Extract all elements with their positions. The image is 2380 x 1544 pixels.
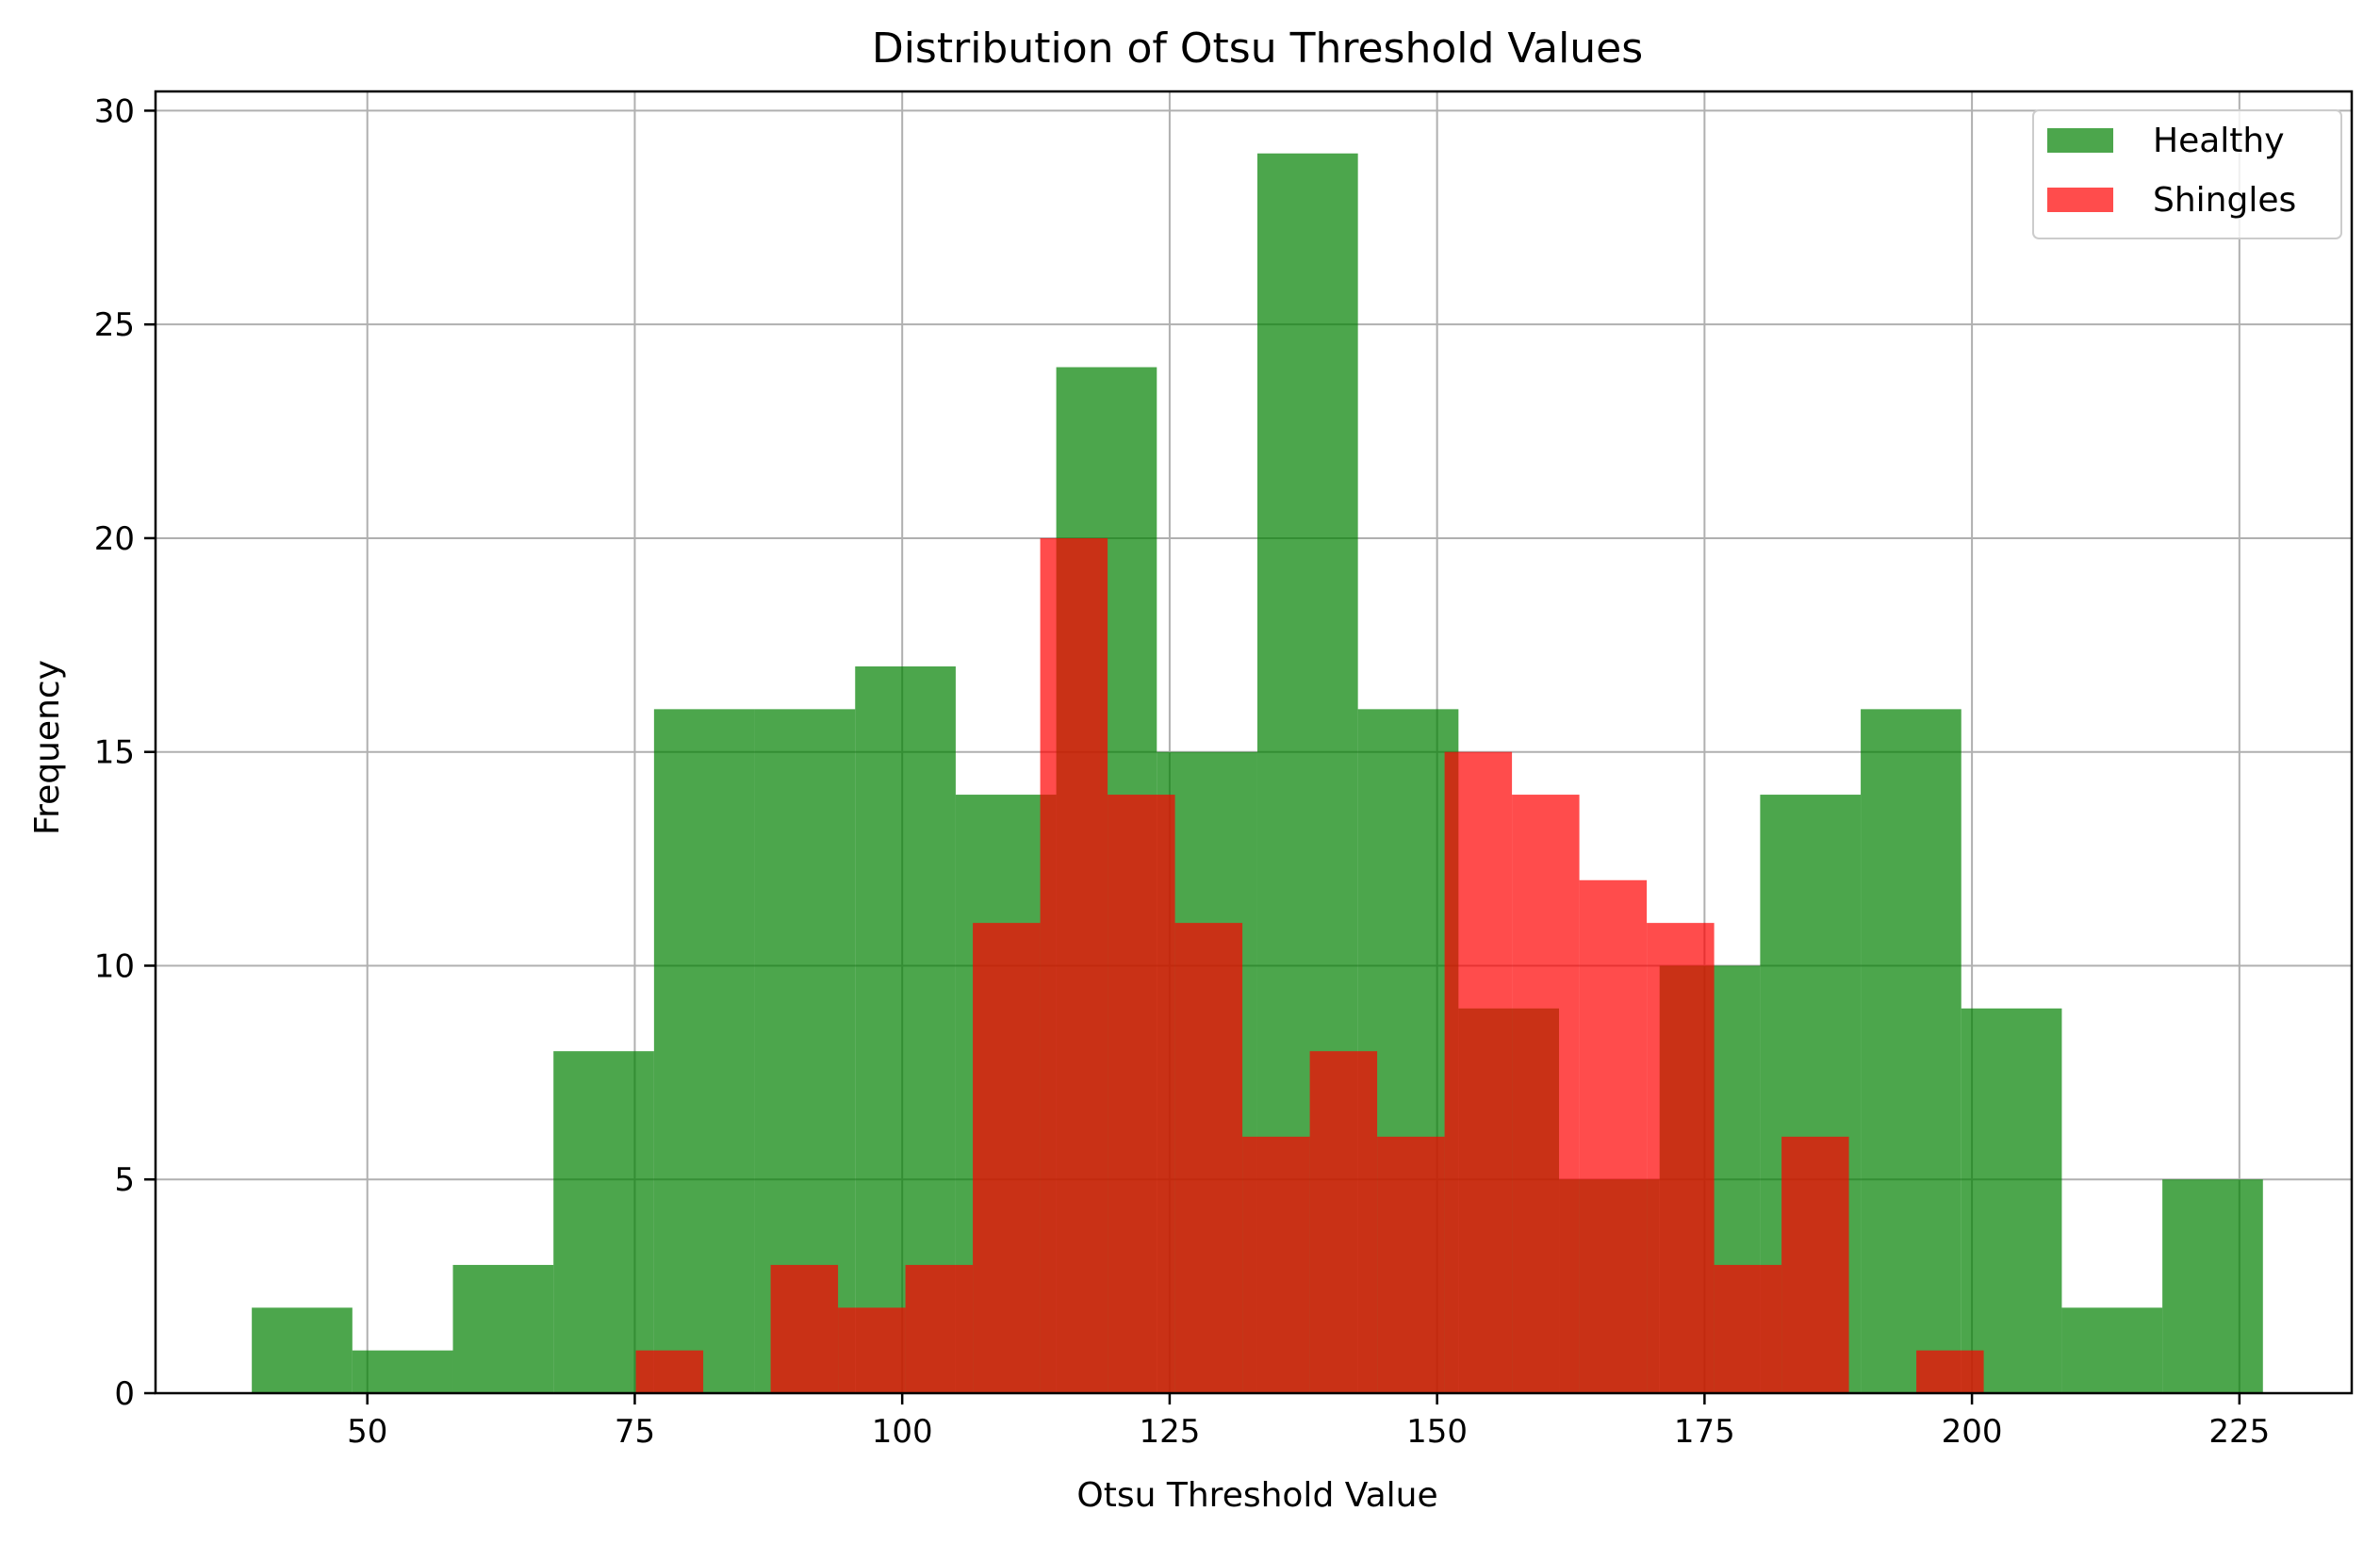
legend-swatch-healthy xyxy=(2047,128,2113,153)
x-axis-label: Otsu Threshold Value xyxy=(1076,1476,1437,1515)
bar-shingles-9 xyxy=(1242,1136,1310,1393)
legend-label-healthy: Healthy xyxy=(2153,122,2285,160)
y-axis-label: Frequency xyxy=(28,660,67,835)
x-tick-label-200: 200 xyxy=(1942,1413,2003,1451)
x-tick-label-50: 50 xyxy=(347,1413,387,1451)
bar-shingles-17 xyxy=(1781,1136,1849,1393)
bar-shingles-16 xyxy=(1714,1264,1782,1393)
bar-shingles-4 xyxy=(905,1264,974,1393)
x-tick-label-225: 225 xyxy=(2208,1413,2270,1451)
bar-shingles-13 xyxy=(1512,795,1580,1393)
x-tick-label-175: 175 xyxy=(1674,1413,1735,1451)
legend-swatch-shingles xyxy=(2047,188,2113,212)
bar-healthy-0 xyxy=(252,1307,353,1393)
bar-shingles-8 xyxy=(1174,923,1243,1393)
bar-shingles-11 xyxy=(1377,1136,1445,1393)
y-tick-label-30: 30 xyxy=(94,92,135,130)
bar-healthy-4 xyxy=(653,709,755,1393)
bar-shingles-5 xyxy=(973,923,1041,1393)
bar-healthy-17 xyxy=(1961,1008,2062,1393)
bar-healthy-19 xyxy=(2162,1179,2263,1393)
axes xyxy=(144,90,2354,1404)
x-tick-label-125: 125 xyxy=(1139,1413,1200,1451)
y-tick-label-20: 20 xyxy=(94,520,135,558)
y-tick-label-25: 25 xyxy=(94,306,135,344)
plot-frame xyxy=(154,90,2354,1395)
legend-label-shingles: Shingles xyxy=(2153,181,2296,220)
bar-shingles-2 xyxy=(770,1264,839,1393)
y-tick-label-0: 0 xyxy=(114,1375,135,1413)
bar-healthy-16 xyxy=(1861,709,1961,1393)
bar-shingles-12 xyxy=(1444,751,1513,1393)
bar-shingles-15 xyxy=(1647,923,1715,1393)
bar-shingles-10 xyxy=(1309,1051,1378,1393)
bar-shingles-14 xyxy=(1579,879,1648,1393)
bar-shingles-3 xyxy=(838,1307,906,1393)
x-tick-label-100: 100 xyxy=(872,1413,933,1451)
x-tick-label-150: 150 xyxy=(1406,1413,1468,1451)
bar-shingles-19 xyxy=(1916,1350,1984,1393)
x-tick-label-75: 75 xyxy=(615,1413,655,1451)
chart-title: Distribution of Otsu Threshold Values xyxy=(872,25,1643,73)
bar-healthy-1 xyxy=(352,1350,453,1393)
bar-shingles-0 xyxy=(635,1350,704,1393)
legend: Healthy Shingles xyxy=(2032,109,2342,239)
y-tick-label-15: 15 xyxy=(94,734,135,772)
bar-shingles-6 xyxy=(1040,537,1108,1393)
tick-labels: 50 75 100 125 150 175 200 225 0 5 10 15 20 25 30 xyxy=(94,92,2271,1451)
bar-healthy-18 xyxy=(2061,1307,2163,1393)
bar-shingles-7 xyxy=(1108,795,1175,1393)
y-tick-label-10: 10 xyxy=(94,947,135,985)
bar-healthy-2 xyxy=(452,1264,554,1393)
bar-healthy-3 xyxy=(553,1051,654,1393)
y-tick-label-5: 5 xyxy=(114,1161,135,1199)
histogram-bars xyxy=(252,153,2263,1393)
